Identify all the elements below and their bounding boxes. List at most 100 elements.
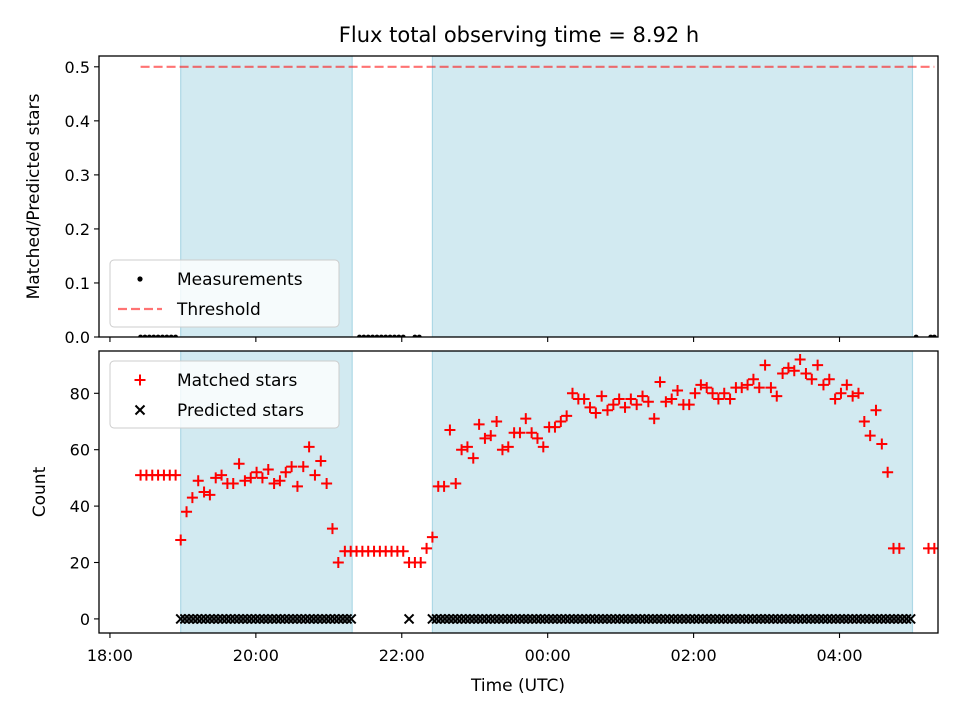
matched-star-point — [198, 486, 210, 498]
legend-entry-label: Threshold — [176, 300, 261, 320]
matched-star-point — [847, 390, 859, 402]
matched-star-point — [514, 427, 526, 439]
matched-star-point — [251, 466, 263, 478]
predicted-star-point — [275, 613, 286, 625]
matched-star-point — [660, 396, 672, 408]
predicted-star-point — [242, 613, 253, 625]
predicted-star-point — [764, 613, 775, 625]
matched-star-point — [555, 416, 567, 427]
matched-star-point — [619, 401, 631, 413]
predicted-star-point — [221, 613, 232, 625]
predicted-star-point — [655, 613, 667, 625]
matched-star-point — [864, 430, 876, 442]
predicted-star-point — [192, 613, 203, 625]
matched-star-point — [456, 444, 468, 456]
matched-star-point — [491, 416, 503, 427]
predicted-star-point — [843, 613, 854, 625]
predicted-star-point — [321, 613, 332, 625]
predicted-star-point — [830, 613, 841, 625]
matched-star-point — [192, 475, 204, 487]
predicted-star-point — [610, 613, 621, 625]
predicted-star-point — [296, 613, 307, 625]
predicted-star-point — [489, 613, 500, 625]
legend-box — [109, 360, 340, 429]
predicted-star-point — [187, 613, 199, 625]
matched-star-point — [718, 387, 730, 399]
predicted-star-point — [316, 613, 328, 625]
predicted-star-point — [325, 613, 336, 625]
matched-star-point — [566, 387, 578, 399]
matched-star-point — [309, 469, 321, 481]
predicted-star-point — [618, 613, 629, 625]
predicted-star-point — [880, 613, 891, 625]
matched-star-point — [893, 542, 905, 554]
predicted-star-point — [179, 613, 191, 625]
predicted-star-point — [287, 613, 299, 625]
predicted-star-point — [585, 613, 596, 625]
predicted-star-point — [333, 613, 344, 625]
matched-star-point — [397, 545, 409, 557]
matched-star-point — [485, 430, 497, 442]
matched-star-point — [701, 382, 713, 394]
predicted-star-point — [826, 613, 837, 625]
matched-star-point — [683, 399, 695, 411]
matched-star-point — [596, 390, 608, 402]
observing-interval-band — [431, 56, 914, 337]
matched-star-point — [216, 469, 228, 481]
predicted-star-point — [337, 613, 349, 625]
matched-star-point — [332, 557, 344, 568]
predicted-star-point — [204, 613, 216, 625]
matched-star-point — [520, 413, 532, 425]
matched-star-point — [852, 387, 864, 399]
matched-star-point — [268, 478, 280, 490]
predicted-star-point — [472, 613, 484, 625]
matched-star-point — [648, 413, 660, 425]
predicted-star-point — [705, 613, 717, 625]
matched-star-point — [274, 475, 286, 487]
predicted-star-point — [772, 613, 783, 625]
plot-area — [135, 351, 938, 633]
matched-star-point — [584, 401, 596, 413]
plot-area — [138, 56, 937, 337]
predicted-star-point — [660, 613, 671, 625]
predicted-star-point — [564, 613, 575, 625]
matched-star-point — [870, 404, 882, 416]
y-tick-label: 80 — [70, 384, 90, 403]
x-tick-label: 02:00 — [671, 646, 717, 665]
matched-star-point — [421, 542, 433, 554]
matched-star-point — [672, 384, 684, 396]
axes-frame — [98, 350, 939, 634]
predicted-star-point — [813, 613, 825, 625]
matched-star-point — [631, 399, 643, 411]
x-tick-label: 20:00 — [233, 646, 279, 665]
predicted-star-point — [639, 613, 650, 625]
predicted-star-point — [229, 613, 240, 625]
y-axis-label: Count — [30, 466, 50, 517]
matched-star-point — [695, 379, 707, 391]
matched-star-point — [438, 480, 450, 492]
predicted-star-point — [518, 613, 530, 625]
predicted-star-point — [283, 613, 295, 625]
predicted-star-point — [664, 613, 675, 625]
predicted-star-point — [481, 613, 492, 625]
predicted-star-point — [851, 613, 862, 625]
predicted-star-point — [734, 613, 746, 625]
predicted-star-point — [510, 613, 521, 625]
predicted-star-point — [556, 613, 567, 625]
matched-star-point — [415, 557, 427, 568]
matched-star-point — [607, 399, 619, 411]
matched-star-point — [602, 404, 614, 416]
y-tick-label: 0.4 — [65, 112, 90, 131]
matched-star-point — [625, 393, 637, 405]
predicted-star-point — [755, 613, 767, 625]
predicted-star-point — [439, 613, 451, 625]
predicted-star-point — [626, 613, 638, 625]
predicted-star-point — [341, 613, 353, 625]
predicted-star-point — [759, 613, 771, 625]
y-tick-label: 0.0 — [65, 328, 90, 347]
predicted-star-point — [183, 613, 195, 625]
matched-star-point — [800, 368, 812, 380]
predicted-star-point — [506, 613, 517, 625]
predicted-star-point — [739, 613, 750, 625]
